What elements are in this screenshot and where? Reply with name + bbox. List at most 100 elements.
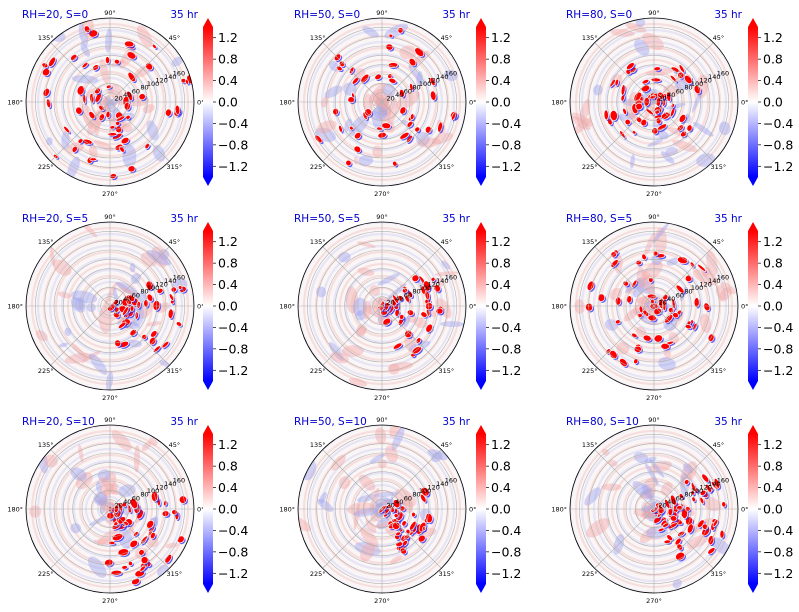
colorbar-tick-label: 1.2 — [491, 234, 511, 249]
radius-tick-label: 120 — [700, 281, 712, 289]
radius-tick-label: 20 — [658, 94, 666, 102]
convective-cell — [672, 312, 679, 319]
colorbar-tick-label: 0.8 — [763, 459, 783, 474]
angular-gridline — [322, 508, 383, 569]
convective-cell — [409, 113, 415, 121]
convective-cell — [156, 287, 164, 294]
colorbar-tick-label: 0.8 — [491, 459, 511, 474]
colorbar-tick-label: −0.4 — [218, 116, 248, 131]
red-patch — [165, 542, 179, 549]
convective-cell — [430, 90, 437, 101]
angle-tick-label: 180° — [7, 99, 23, 107]
angle-tick-label: 0° — [197, 303, 204, 311]
red-patch — [641, 270, 656, 297]
angle-tick-label: 270° — [646, 597, 662, 605]
angular-gridline — [381, 101, 442, 162]
blue-patch — [658, 357, 676, 371]
colorbar-extend-low — [476, 584, 486, 593]
red-patch — [133, 444, 140, 473]
convective-cell — [122, 306, 129, 316]
radius-tick-label: 160 — [173, 476, 185, 484]
colorbar-tick-label: 1.2 — [763, 437, 783, 452]
angular-gridline — [50, 305, 111, 366]
convective-cell — [429, 77, 437, 86]
convective-cell — [399, 89, 405, 98]
colorbar-tick-label: −0.4 — [491, 320, 521, 335]
convective-cell — [719, 529, 725, 539]
convective-cell — [170, 286, 177, 293]
convective-cell — [399, 313, 405, 320]
angle-tick-label: 45° — [169, 441, 181, 449]
convective-cell — [139, 565, 146, 572]
convective-cell — [657, 527, 665, 532]
red-patch — [625, 22, 647, 33]
convective-cell — [675, 284, 685, 294]
convective-cell — [586, 280, 595, 291]
radius-tick-label: 20 — [658, 501, 666, 509]
angular-gridline — [109, 101, 170, 162]
angle-tick-label: 45° — [713, 238, 725, 246]
red-patch — [395, 91, 421, 110]
radius-tick-label: 40 — [667, 498, 675, 506]
convective-cell — [585, 302, 594, 312]
colorbar: 1.2 0.8 0.4 0.0 −0.4 −0.8 −1.2 — [476, 222, 521, 390]
angle-tick-label: 315° — [711, 570, 727, 578]
blue-patch — [660, 151, 675, 164]
convective-cell — [660, 342, 670, 350]
red-patch — [146, 321, 162, 327]
angle-tick-label: 225° — [310, 163, 326, 171]
red-patch — [142, 104, 155, 114]
red-patch — [360, 542, 375, 562]
red-patch — [345, 286, 359, 314]
convective-cell — [397, 27, 404, 34]
convective-cell — [626, 295, 633, 304]
colorbar-tick-label: 1.2 — [763, 234, 783, 249]
red-patch — [341, 345, 364, 357]
red-patch — [633, 508, 647, 517]
radius-tick-label: 120 — [428, 281, 440, 289]
blue-patch — [427, 449, 448, 461]
blue-patch — [317, 498, 334, 512]
convective-cell — [404, 329, 413, 339]
red-patch — [356, 324, 368, 335]
blue-patch — [159, 360, 170, 367]
colorbar-tick-label: −0.8 — [218, 137, 248, 152]
angle-tick-label: 135° — [38, 34, 54, 42]
blue-patch — [692, 122, 714, 137]
radius-tick-label: 60 — [676, 87, 684, 95]
radius-tick-label: 40 — [395, 91, 403, 99]
angle-tick-label: 180° — [7, 303, 23, 311]
blue-patch — [369, 453, 386, 464]
radius-tick-label: 160 — [173, 69, 185, 77]
angle-tick-label: 45° — [169, 34, 181, 42]
convective-cell — [107, 540, 116, 545]
angle-tick-label: 45° — [441, 238, 453, 246]
colorbar-tick-label: 0.4 — [491, 73, 511, 88]
blue-patch — [118, 527, 133, 550]
colorbar: 1.2 0.8 0.4 0.0 −0.4 −0.8 −1.2 — [203, 222, 248, 390]
angle-tick-label: 90° — [376, 416, 388, 424]
angle-tick-label: 135° — [38, 238, 54, 246]
angle-tick-label: 315° — [711, 163, 727, 171]
blue-patch — [584, 487, 601, 506]
convective-cell — [435, 307, 444, 315]
angular-gridline — [381, 42, 442, 103]
blue-patch — [696, 153, 716, 167]
colorbar-tick-label: −1.2 — [218, 159, 248, 174]
angle-tick-label: 90° — [376, 9, 388, 17]
convective-cell — [353, 145, 362, 153]
convective-cell — [406, 120, 414, 128]
angle-tick-label: 45° — [713, 441, 725, 449]
blue-patch — [80, 43, 91, 57]
angle-tick-label: 90° — [648, 416, 660, 424]
convective-cell — [121, 565, 128, 570]
red-patch — [608, 459, 618, 467]
radius-tick-label: 160 — [717, 273, 729, 281]
radius-tick-label: 60 — [132, 87, 140, 95]
red-patch — [434, 271, 459, 276]
angular-gridline — [322, 305, 383, 366]
polar-axes-outline — [25, 221, 195, 391]
red-patch — [387, 362, 414, 372]
angular-gridline — [594, 42, 655, 103]
